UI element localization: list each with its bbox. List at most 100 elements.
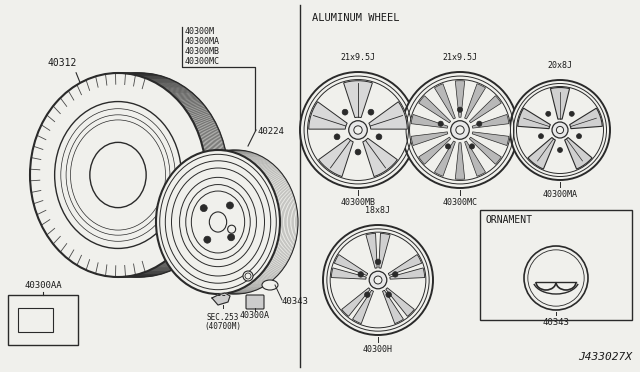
Text: 40300MC: 40300MC — [185, 58, 220, 67]
Polygon shape — [308, 102, 347, 129]
Polygon shape — [419, 137, 451, 164]
Polygon shape — [419, 96, 451, 123]
Circle shape — [552, 122, 568, 138]
Polygon shape — [390, 268, 425, 279]
Circle shape — [524, 246, 588, 310]
Polygon shape — [369, 102, 407, 129]
Ellipse shape — [54, 102, 181, 248]
Polygon shape — [564, 138, 592, 169]
Ellipse shape — [156, 150, 280, 294]
Text: 40224: 40224 — [258, 128, 285, 137]
Circle shape — [438, 121, 444, 126]
Polygon shape — [455, 143, 465, 179]
Text: (40700M): (40700M) — [205, 321, 241, 330]
Polygon shape — [469, 96, 501, 123]
Text: 40300M: 40300M — [185, 28, 215, 36]
Polygon shape — [212, 293, 230, 305]
Circle shape — [556, 126, 564, 134]
Circle shape — [516, 87, 604, 173]
Polygon shape — [353, 290, 374, 324]
Circle shape — [375, 259, 381, 264]
Circle shape — [355, 149, 361, 155]
Circle shape — [365, 292, 370, 298]
Polygon shape — [455, 81, 465, 117]
Text: 40300H: 40300H — [363, 345, 393, 354]
Polygon shape — [363, 138, 397, 177]
Polygon shape — [334, 254, 368, 276]
Text: 40300MB: 40300MB — [185, 48, 220, 57]
Text: 40300MB: 40300MB — [340, 198, 376, 207]
Text: 40343: 40343 — [543, 318, 570, 327]
Circle shape — [300, 72, 416, 188]
Polygon shape — [472, 132, 509, 145]
Text: 40343: 40343 — [282, 298, 309, 307]
Text: 21x9.5J: 21x9.5J — [442, 53, 477, 62]
Polygon shape — [388, 254, 422, 276]
Circle shape — [358, 272, 364, 277]
Text: 18x8J: 18x8J — [365, 206, 390, 215]
Circle shape — [243, 271, 253, 281]
Circle shape — [469, 144, 474, 149]
Text: 21x9.5J: 21x9.5J — [340, 53, 376, 62]
Circle shape — [308, 80, 408, 180]
Circle shape — [445, 144, 451, 149]
Circle shape — [557, 148, 563, 153]
Ellipse shape — [90, 142, 146, 208]
Text: 20x8J: 20x8J — [547, 61, 573, 70]
Circle shape — [349, 121, 367, 139]
Circle shape — [245, 273, 251, 279]
Text: ALUMINUM WHEEL: ALUMINUM WHEEL — [312, 13, 399, 23]
Circle shape — [402, 72, 518, 188]
Ellipse shape — [52, 73, 228, 277]
Circle shape — [227, 202, 234, 209]
Circle shape — [386, 292, 392, 298]
FancyBboxPatch shape — [246, 295, 264, 309]
Text: 40312: 40312 — [47, 58, 77, 68]
Polygon shape — [528, 138, 556, 169]
Text: 40300MA: 40300MA — [543, 190, 577, 199]
Polygon shape — [411, 115, 448, 128]
Ellipse shape — [174, 150, 298, 294]
Circle shape — [354, 126, 362, 134]
Polygon shape — [411, 132, 448, 145]
Circle shape — [451, 121, 469, 139]
Polygon shape — [550, 87, 570, 119]
Polygon shape — [469, 137, 501, 164]
Polygon shape — [435, 141, 456, 176]
Circle shape — [510, 80, 610, 180]
Circle shape — [228, 234, 235, 241]
Circle shape — [204, 236, 211, 243]
Polygon shape — [518, 108, 550, 129]
Ellipse shape — [262, 280, 278, 290]
Text: ORNAMENT: ORNAMENT — [486, 215, 533, 225]
Polygon shape — [366, 233, 377, 268]
Polygon shape — [472, 115, 509, 128]
Circle shape — [368, 109, 374, 115]
Circle shape — [228, 225, 236, 233]
Circle shape — [538, 134, 543, 139]
Circle shape — [410, 80, 511, 180]
Circle shape — [456, 126, 464, 134]
Circle shape — [392, 272, 398, 277]
Circle shape — [546, 111, 551, 116]
Circle shape — [323, 225, 433, 335]
Circle shape — [369, 271, 387, 289]
Circle shape — [342, 109, 348, 115]
Polygon shape — [342, 288, 370, 316]
Polygon shape — [465, 141, 486, 176]
Text: 40300A: 40300A — [240, 311, 270, 321]
Polygon shape — [465, 84, 486, 119]
Text: 40300MC: 40300MC — [442, 198, 477, 207]
Text: 40300MA: 40300MA — [185, 38, 220, 46]
Circle shape — [330, 232, 426, 328]
Polygon shape — [319, 138, 353, 177]
Polygon shape — [570, 108, 602, 129]
Polygon shape — [379, 233, 390, 268]
Ellipse shape — [209, 212, 227, 232]
Text: 40300AA: 40300AA — [24, 281, 62, 290]
Circle shape — [200, 205, 207, 212]
Polygon shape — [386, 288, 414, 316]
Circle shape — [374, 276, 382, 284]
Circle shape — [376, 134, 382, 140]
Circle shape — [334, 134, 340, 140]
